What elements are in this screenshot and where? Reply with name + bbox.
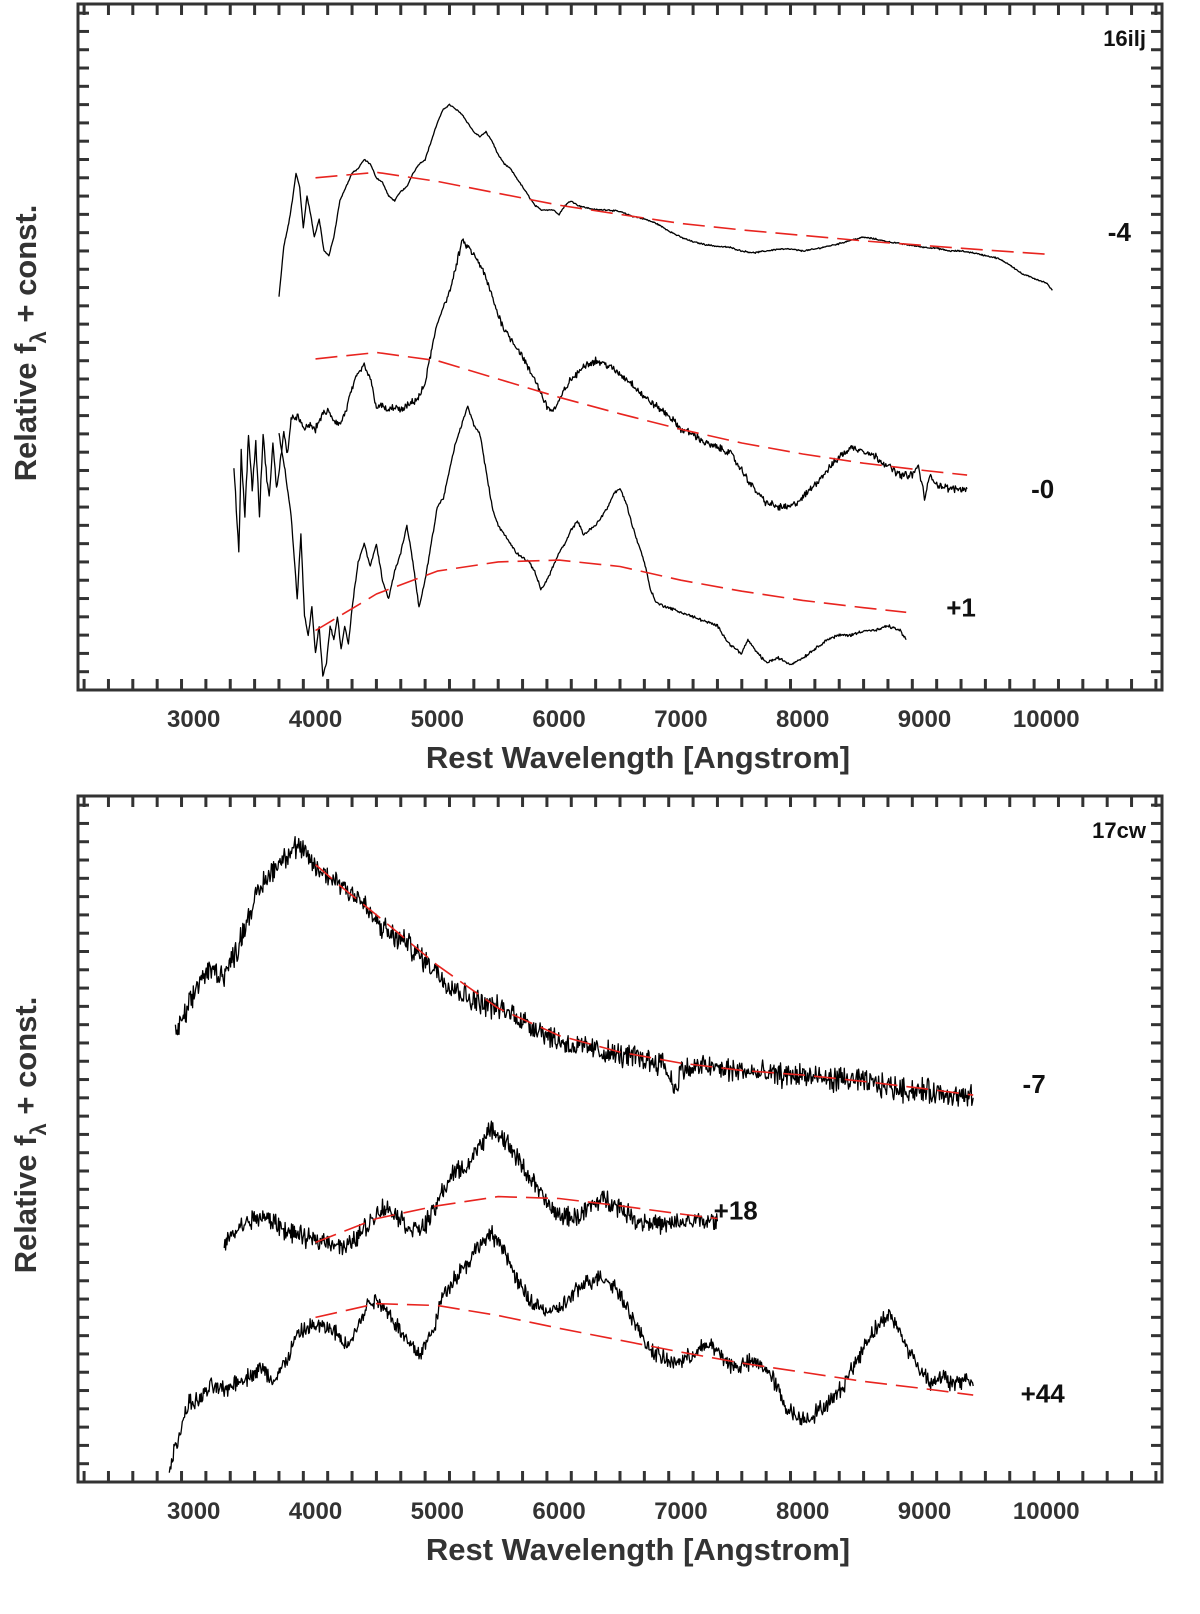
x-axis-title-16ilj: Rest Wavelength [Angstrom] <box>426 740 850 775</box>
x-tick-label: 7000 <box>654 1498 707 1525</box>
y-axis-title-sub-17cw: λ <box>26 1123 51 1135</box>
y-axis-title-sub-16ilj: λ <box>26 331 51 343</box>
x-tick-label: 5000 <box>411 706 464 733</box>
axes-frame-17cw <box>76 794 1164 1484</box>
epoch-labels-16ilj: -4 -0 +1 <box>946 217 1131 623</box>
ticks-layer-17cw <box>78 796 1162 1484</box>
panel-title-16ilj: 16ilj <box>1103 26 1146 51</box>
epoch-label: +18 <box>714 1195 758 1225</box>
epoch-labels-17cw: -7 +18 +44 <box>714 1069 1066 1408</box>
x-tick-label: 9000 <box>898 706 951 733</box>
fit-line-fit-44 <box>315 1302 974 1396</box>
x-tick-labels-16ilj: 3000 4000 5000 6000 7000 8000 9000 10000 <box>167 706 1080 733</box>
spectrum-line-plus44 <box>168 1225 974 1473</box>
x-tick-label: 8000 <box>776 1498 829 1525</box>
x-tick-label: 3000 <box>167 1498 220 1525</box>
fit-line-fit-18 <box>315 1195 718 1244</box>
panel-17cw: 3000 4000 5000 6000 7000 8000 9000 10000 17cw -… <box>8 794 1164 1567</box>
spectrum-line-minus7 <box>174 836 974 1107</box>
epoch-label: +44 <box>1021 1378 1066 1408</box>
x-axis-title-17cw: Rest Wavelength [Angstrom] <box>426 1532 850 1567</box>
series-layer-17cw <box>168 836 974 1473</box>
fit-line-fit-7 <box>314 863 974 1096</box>
x-tick-label: 3000 <box>167 706 220 733</box>
x-tick-label: 5000 <box>411 1498 464 1525</box>
x-tick-label: 10000 <box>1013 1498 1080 1525</box>
ticks-layer-16ilj <box>78 4 1162 692</box>
spectrum-line-minus4 <box>278 103 1053 297</box>
spectrum-line-minus0 <box>233 238 968 553</box>
axes-frame-16ilj <box>76 2 1164 692</box>
x-tick-label: 7000 <box>654 706 707 733</box>
fit-line-fit-1 <box>315 559 907 632</box>
epoch-label: +1 <box>946 593 976 623</box>
x-tick-label: 6000 <box>532 1498 585 1525</box>
epoch-label: -4 <box>1108 217 1132 247</box>
y-axis-title-main-17cw: Relative f <box>8 1135 43 1274</box>
y-axis-title-main-16ilj: Relative f <box>8 343 43 482</box>
x-tick-label: 4000 <box>289 706 342 733</box>
spectrum-line-plus1 <box>278 405 907 677</box>
y-axis-title-tail-17cw: + const. <box>8 997 43 1124</box>
x-tick-label: 4000 <box>289 1498 342 1525</box>
fit-line-fit-0 <box>315 351 968 476</box>
epoch-label: -7 <box>1023 1069 1046 1099</box>
y-axis-title-16ilj: Relative fλ + const. <box>8 205 51 482</box>
panel-title-17cw: 17cw <box>1092 818 1147 843</box>
y-axis-title-tail-16ilj: + const. <box>8 205 43 332</box>
series-layer-16ilj <box>233 103 1053 677</box>
y-axis-title-17cw: Relative fλ + const. <box>8 997 51 1274</box>
x-tick-labels-17cw: 3000 4000 5000 6000 7000 8000 9000 10000 <box>167 1498 1080 1525</box>
epoch-label: -0 <box>1031 474 1054 504</box>
spectrum-line-plus18 <box>223 1120 719 1256</box>
panel-16ilj: 3000 4000 5000 6000 7000 8000 9000 10000 16ilj … <box>8 2 1164 775</box>
x-tick-label: 6000 <box>532 706 585 733</box>
x-tick-label: 10000 <box>1013 706 1080 733</box>
x-tick-label: 8000 <box>776 706 829 733</box>
x-tick-label: 9000 <box>898 1498 951 1525</box>
